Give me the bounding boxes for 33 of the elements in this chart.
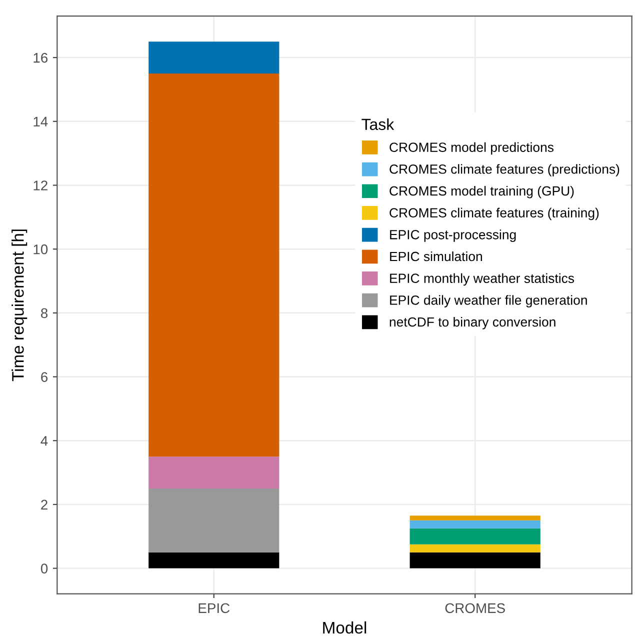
legend-label: netCDF to binary conversion xyxy=(390,316,556,330)
bar xyxy=(148,42,280,74)
x-axis-title: Model xyxy=(323,621,366,634)
legend-label: EPIC simulation xyxy=(390,251,482,262)
y-tick-label: 6 xyxy=(41,372,48,382)
legend-label: EPIC monthly weather statistics xyxy=(390,273,574,286)
y-tick-label: 2 xyxy=(41,500,48,510)
bar xyxy=(410,516,540,520)
legend-label: EPIC post-processing xyxy=(390,230,516,242)
legend-label: CROMES model predictions xyxy=(390,142,554,155)
legend-label: EPIC daily weather file generation xyxy=(390,295,587,308)
y-tick-label: 16 xyxy=(34,52,48,63)
x-tick-label: CROMES xyxy=(445,603,505,614)
x-tick-label: EPIC xyxy=(198,603,230,614)
legend-title: Task xyxy=(362,118,394,130)
legend-label: CROMES climate features (training) xyxy=(390,208,599,220)
legend-label: CROMES climate features (predictions) xyxy=(390,164,620,176)
bar xyxy=(410,544,540,552)
legend-label: CROMES model training (GPU) xyxy=(390,186,574,198)
y-tick-label: 8 xyxy=(41,308,48,318)
bar xyxy=(148,488,280,552)
bar xyxy=(148,456,280,489)
bar xyxy=(410,552,540,568)
y-tick-label: 14 xyxy=(34,116,48,126)
y-axis-title: Time requirement [h] xyxy=(12,230,28,382)
y-tick-label: 10 xyxy=(34,244,48,254)
bar xyxy=(410,528,540,544)
y-tick-label: 12 xyxy=(34,180,48,190)
y-tick-label: 0 xyxy=(40,564,48,574)
bar xyxy=(148,552,280,568)
bar xyxy=(410,520,540,528)
bar xyxy=(148,74,280,457)
y-tick-label: 4 xyxy=(40,436,48,446)
